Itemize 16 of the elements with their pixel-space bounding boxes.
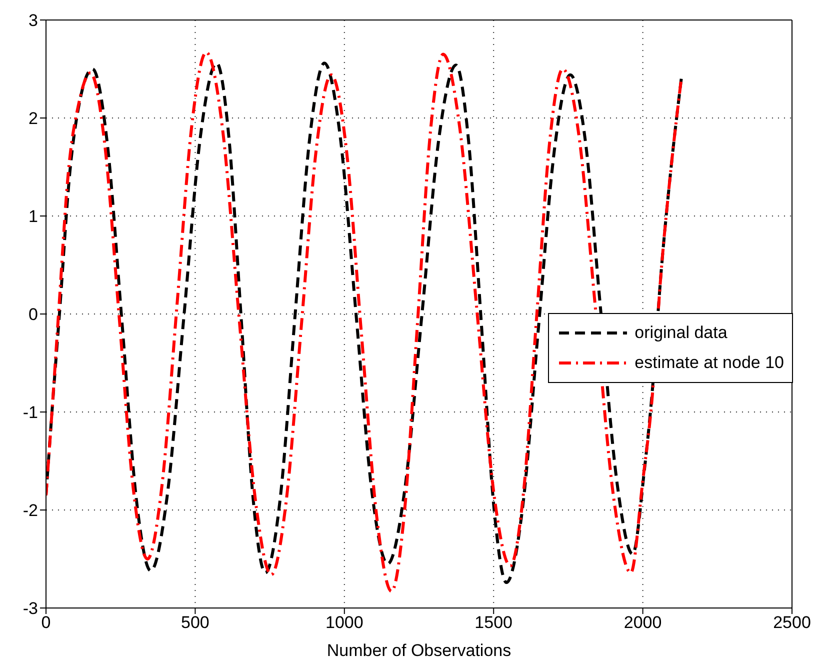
y-tick-label: 0: [28, 305, 38, 324]
y-tick-label: 3: [28, 11, 38, 30]
x-tick-label: 2500: [773, 613, 811, 632]
x-tick-label: 1500: [474, 613, 513, 632]
x-axis-title: Number of Observations: [326, 641, 512, 660]
y-tick-label: 1: [28, 207, 38, 226]
legend-label: estimate at node 10: [634, 353, 784, 373]
x-tick-label: 1000: [325, 613, 364, 632]
x-tick-label: 500: [181, 613, 210, 632]
y-tick-label: -1: [22, 403, 38, 422]
x-tick-label: 2000: [624, 613, 662, 632]
y-tick-label: -2: [22, 501, 38, 520]
x-tick-label: 0: [41, 613, 51, 632]
legend-label: original data: [634, 323, 728, 343]
y-tick-label: -3: [22, 599, 38, 618]
y-tick-label: 2: [28, 109, 38, 128]
